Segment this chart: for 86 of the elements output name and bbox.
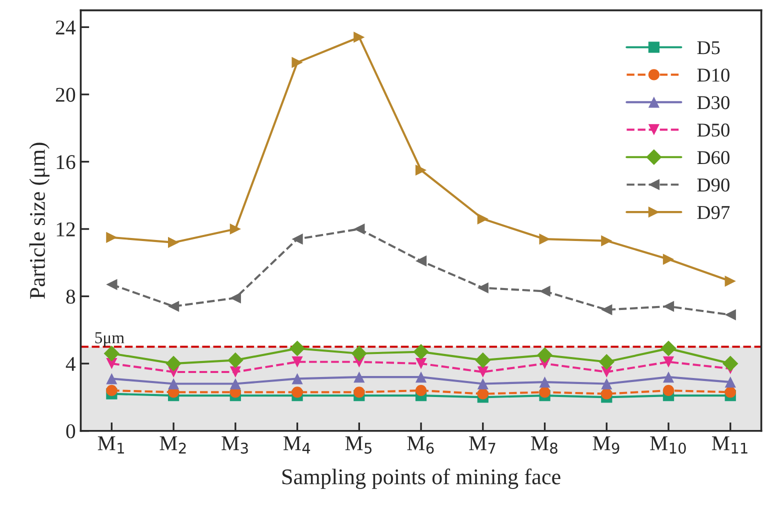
- point: [662, 356, 674, 368]
- point: [292, 356, 303, 368]
- point: [354, 32, 365, 43]
- point: [415, 255, 427, 267]
- y-tick-label: 20: [56, 88, 76, 102]
- x-tick-label: M$_{5}$: [345, 436, 372, 454]
- point: [354, 371, 365, 383]
- x-axis-title: Sampling points of mining face: [282, 468, 560, 489]
- point: [230, 366, 241, 378]
- y-axis-title: Particle size (μm): [29, 142, 50, 299]
- point: [660, 340, 676, 356]
- point: [477, 282, 488, 294]
- legend-label: D30: [697, 96, 730, 110]
- point: [415, 358, 427, 370]
- point: [351, 346, 368, 362]
- point: [106, 384, 118, 396]
- point: [724, 376, 736, 388]
- point: [601, 235, 612, 246]
- y-tick-label: 12: [56, 222, 75, 236]
- x-tick-label: M$_{7}$: [469, 436, 496, 454]
- point: [230, 223, 241, 235]
- point: [598, 354, 614, 370]
- point: [106, 278, 118, 290]
- y-tick-label: 24: [56, 20, 76, 34]
- x-tick-label: M$_{10}$: [650, 436, 686, 454]
- point: [539, 286, 550, 297]
- ref-line-label: 5μm: [95, 332, 124, 347]
- y-tick-label: 8: [66, 290, 76, 304]
- point: [413, 344, 429, 360]
- point: [168, 236, 180, 248]
- point: [166, 356, 182, 372]
- point: [354, 223, 365, 235]
- point: [601, 388, 612, 400]
- x-tick-label: M$_{3}$: [222, 436, 248, 454]
- point: [292, 56, 303, 68]
- point: [724, 276, 736, 287]
- x-tick-label: M$_{4}$: [284, 436, 310, 454]
- point: [477, 388, 488, 400]
- x-tick-label: M$_{8}$: [530, 436, 558, 454]
- point: [292, 234, 303, 245]
- y-tick-label: 16: [56, 155, 76, 170]
- point: [289, 340, 306, 356]
- point: [724, 386, 736, 398]
- point: [539, 386, 550, 398]
- point: [106, 373, 118, 384]
- point: [354, 386, 365, 398]
- point: [601, 304, 612, 316]
- x-tick-label: M$_{9}$: [592, 436, 620, 454]
- point: [539, 376, 550, 388]
- point: [292, 373, 303, 384]
- legend-label: D60: [697, 151, 730, 164]
- y-tick-label: 0: [66, 424, 76, 438]
- point: [536, 347, 553, 364]
- x-tick-label: M$_{1}$: [98, 436, 124, 454]
- x-tick-label: M$_{11}$: [712, 436, 748, 454]
- legend-label: D5: [697, 41, 720, 54]
- legend-label: D90: [697, 178, 730, 192]
- point: [722, 356, 738, 372]
- point: [415, 164, 427, 176]
- point: [168, 378, 180, 390]
- legend-label: D50: [697, 124, 730, 137]
- point: [662, 254, 674, 265]
- point: [475, 352, 491, 368]
- legend-label: D97: [697, 206, 730, 220]
- y-tick-label: 4: [66, 357, 76, 371]
- point: [104, 346, 120, 362]
- point: [415, 371, 427, 383]
- x-tick-label: M$_{2}$: [160, 436, 186, 454]
- point: [292, 386, 303, 398]
- point: [601, 378, 612, 390]
- point: [477, 366, 488, 378]
- point: [230, 292, 241, 304]
- point: [724, 309, 736, 320]
- point: [662, 384, 674, 396]
- point: [106, 232, 118, 243]
- point: [539, 234, 550, 245]
- point: [230, 378, 241, 390]
- x-tick-label: M$_{6}$: [407, 436, 434, 454]
- point: [477, 213, 488, 224]
- legend-label: D10: [697, 68, 730, 82]
- point: [662, 371, 674, 383]
- point: [415, 384, 427, 396]
- point: [477, 378, 488, 390]
- point: [168, 300, 180, 312]
- point: [662, 300, 674, 312]
- point: [228, 352, 244, 368]
